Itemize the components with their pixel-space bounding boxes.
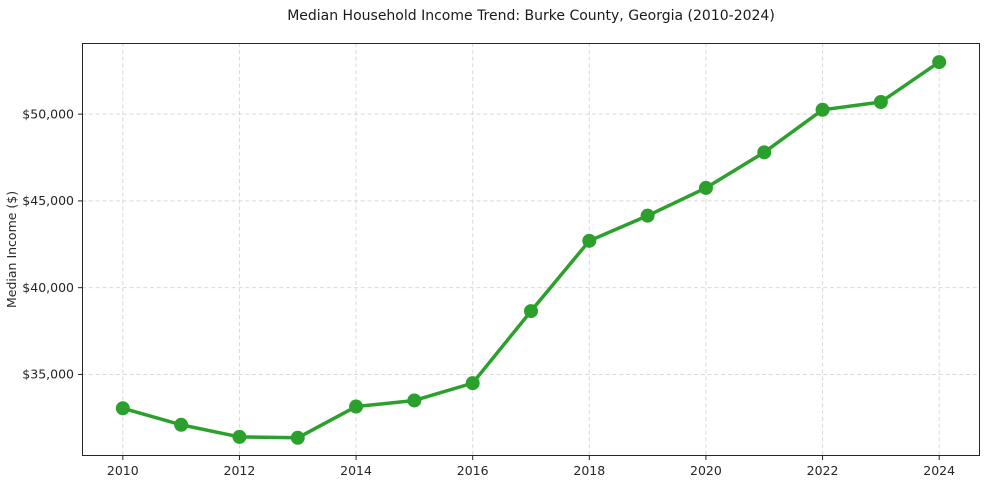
plot-border [82, 43, 980, 456]
data-point [465, 376, 480, 391]
data-point [640, 208, 655, 223]
data-point [232, 429, 247, 444]
x-tick-label: 2020 [690, 463, 722, 478]
y-tick-label: $40,000 [22, 280, 74, 295]
data-point [932, 55, 947, 70]
x-tick-label: 2016 [457, 463, 489, 478]
x-tick-label: 2018 [573, 463, 605, 478]
tick-labels: 2010 2012 2014 2016 2018 2020 2022 2024 $35,000 $… [22, 106, 955, 478]
x-tick-label: 2024 [923, 463, 955, 478]
data-point [815, 102, 830, 117]
y-tick-label: $50,000 [22, 106, 74, 121]
data-point [524, 304, 538, 319]
chart-title: Median Household Income Trend: Burke Cou… [287, 8, 775, 24]
x-tick-label: 2022 [807, 463, 839, 478]
data-point-markers [115, 55, 947, 445]
data-point [349, 399, 364, 414]
data-point [582, 233, 597, 248]
data-point [115, 401, 130, 416]
data-point [407, 393, 422, 408]
data-point [174, 417, 189, 432]
y-tick-label: $35,000 [22, 367, 74, 382]
x-tick-label: 2012 [224, 463, 256, 478]
x-tick-label: 2010 [107, 463, 139, 478]
x-tick-label: 2014 [340, 463, 372, 478]
data-point [698, 180, 713, 195]
plot-background [82, 43, 980, 456]
data-point [290, 430, 305, 445]
y-tick-label: $45,000 [22, 193, 74, 208]
data-point [757, 145, 772, 160]
data-point [873, 95, 888, 109]
tick-marks [78, 113, 940, 460]
